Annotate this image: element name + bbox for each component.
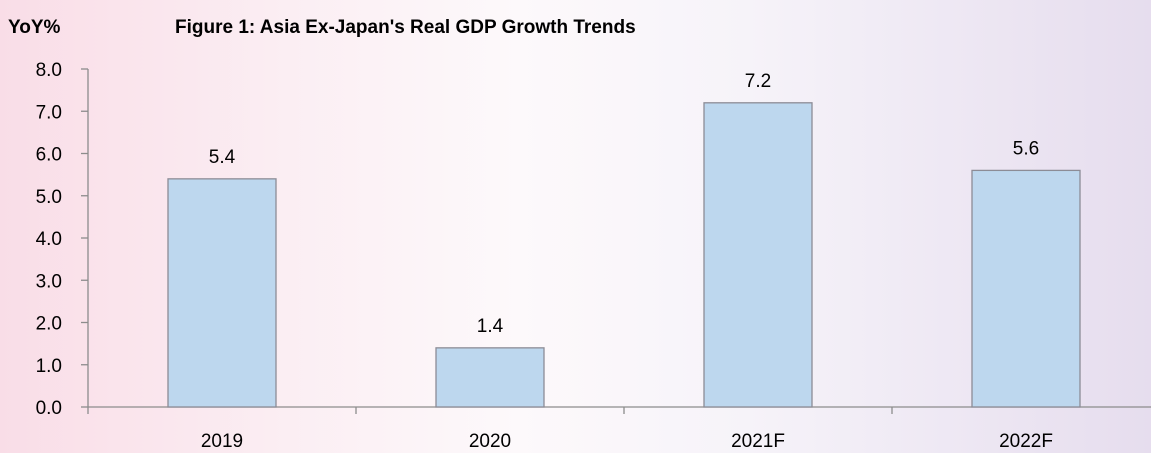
x-tick-label: 2022F bbox=[999, 431, 1053, 452]
x-tick-label: 2021F bbox=[731, 431, 785, 452]
data-label: 5.4 bbox=[209, 147, 236, 168]
y-axis-label: YoY% bbox=[8, 17, 61, 38]
x-tick-label: 2019 bbox=[201, 431, 243, 452]
bar-2019 bbox=[167, 178, 277, 408]
y-tick-label: 1.0 bbox=[36, 356, 62, 377]
y-tick-label: 0.0 bbox=[36, 398, 62, 419]
y-tick-label: 3.0 bbox=[36, 271, 62, 292]
data-label: 1.4 bbox=[477, 316, 504, 337]
bars bbox=[167, 102, 1081, 408]
bar-2022f bbox=[971, 169, 1081, 408]
y-tick-label: 2.0 bbox=[36, 314, 62, 335]
y-tick-label: 7.0 bbox=[36, 102, 62, 123]
chart-title: Figure 1: Asia Ex-Japan's Real GDP Growt… bbox=[175, 17, 636, 38]
value-labels: 5.4 1.4 7.2 5.6 bbox=[209, 71, 1039, 337]
bar-2021f bbox=[703, 102, 813, 408]
bar-2020 bbox=[435, 347, 545, 408]
y-tick-label: 4.0 bbox=[36, 229, 62, 250]
x-tick-label: 2020 bbox=[469, 431, 511, 452]
data-label: 5.6 bbox=[1013, 138, 1039, 159]
y-tick-labels: 0.0 1.0 2.0 3.0 4.0 5.0 6.0 7.0 8.0 bbox=[36, 60, 62, 419]
y-tick-label: 6.0 bbox=[36, 145, 62, 166]
y-tick-label: 5.0 bbox=[36, 187, 62, 208]
data-label: 7.2 bbox=[745, 71, 771, 92]
x-tick-labels: 2019 2020 2021F 2022F bbox=[201, 431, 1053, 452]
y-tick-label: 8.0 bbox=[36, 60, 62, 81]
